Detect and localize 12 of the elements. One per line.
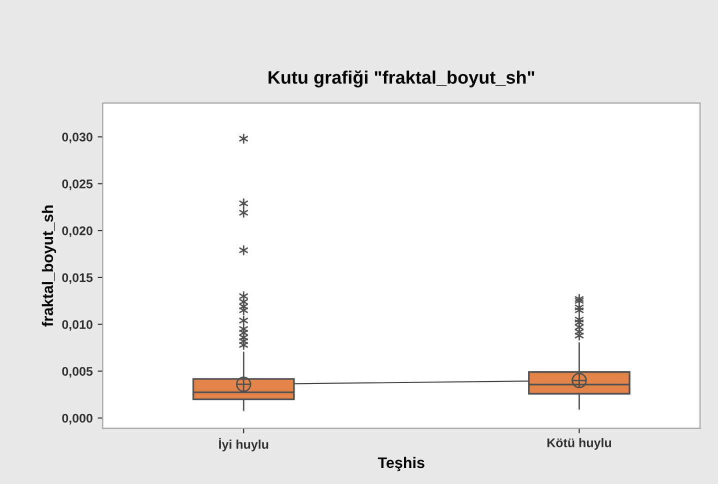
y-tick-label: 0,020 <box>62 226 92 238</box>
x-axis-title: Teşhis <box>378 456 424 472</box>
chart-title: Kutu grafiği "fraktal_boyut_sh" <box>268 70 534 88</box>
x-tick-label: Kötü huylu <box>547 438 612 450</box>
x-tick-label: İyi huylu <box>219 438 268 452</box>
y-tick-label: 0,000 <box>62 414 92 424</box>
y-tick-label: 0,005 <box>62 366 93 378</box>
y-tick-label: 0,030 <box>62 132 92 144</box>
y-tick-label: 0,015 <box>62 273 93 284</box>
y-tick-label: 0,010 <box>62 320 92 331</box>
y-axis-title: fraktal_boyut_sh <box>42 206 56 327</box>
y-tick-label: 0,025 <box>62 180 93 190</box>
